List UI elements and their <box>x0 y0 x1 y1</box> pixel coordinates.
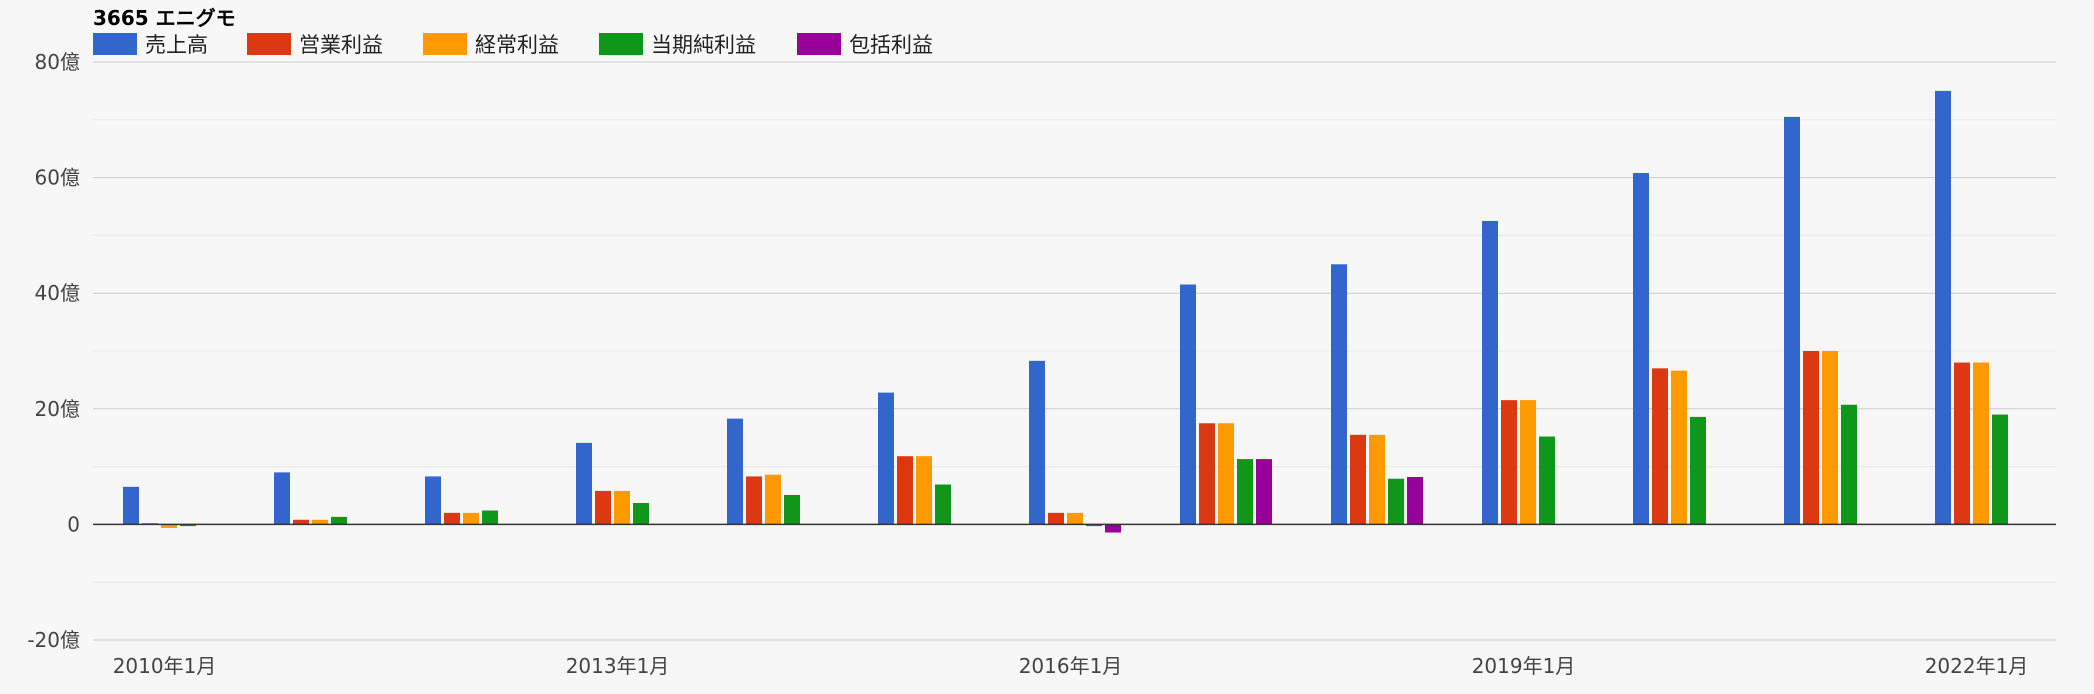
x-tick-label: 2010年1月 <box>113 654 217 678</box>
bar <box>463 512 479 525</box>
bar <box>1520 400 1536 525</box>
x-tick-label: 2019年1月 <box>1472 654 1576 678</box>
bar <box>1822 351 1838 525</box>
bar <box>1841 404 1857 525</box>
legend-label: 売上高 <box>145 33 208 57</box>
bar <box>1256 459 1272 525</box>
bar <box>916 456 932 525</box>
legend-label: 当期純利益 <box>651 33 756 57</box>
legend-label: 包括利益 <box>849 33 933 57</box>
bar <box>180 524 196 527</box>
legend-swatch <box>93 33 137 55</box>
legend-swatch <box>423 33 467 55</box>
chart-title: 3665 エニグモ <box>93 6 236 30</box>
legend: 売上高 営業利益 経常利益 当期純利益 包括利益 <box>93 33 933 57</box>
bar <box>1086 524 1102 527</box>
bar <box>161 524 177 528</box>
bar <box>1803 351 1819 525</box>
y-tick-label: 80億 <box>35 50 80 74</box>
bar <box>1029 360 1045 525</box>
x-tick-label: 2022年1月 <box>1925 654 2029 678</box>
bar <box>1671 370 1687 525</box>
bar <box>1199 423 1215 525</box>
bar <box>1105 524 1121 533</box>
bar <box>1501 400 1517 525</box>
legend-swatch <box>797 33 841 55</box>
bar <box>1180 284 1196 525</box>
bar <box>935 484 951 525</box>
axes: 80億 60億 40億 20億 0 -20億 2010年1月 2013年1月 2016年1月 20… <box>27 50 2056 678</box>
bar <box>274 472 290 525</box>
bar <box>1369 434 1385 525</box>
grid-lines <box>93 61 2056 641</box>
bar <box>1954 362 1970 525</box>
bar <box>1407 477 1423 525</box>
bar <box>1350 434 1366 525</box>
y-tick-label: 40億 <box>35 281 80 305</box>
bar <box>1633 172 1649 525</box>
bar <box>765 474 781 525</box>
bar <box>1482 220 1498 525</box>
bar <box>482 510 498 525</box>
bar <box>331 516 347 525</box>
bar <box>727 418 743 525</box>
y-tick-label: 60億 <box>35 166 80 190</box>
bar <box>1784 116 1800 525</box>
bar <box>897 456 913 525</box>
bar <box>444 512 460 525</box>
bar <box>123 486 139 525</box>
legend-label: 経常利益 <box>475 33 559 57</box>
bar <box>746 476 762 525</box>
bar <box>1218 423 1234 525</box>
bar <box>595 490 611 525</box>
bar <box>878 392 894 525</box>
bar <box>1539 436 1555 525</box>
y-tick-label: 0 <box>67 512 80 536</box>
bar <box>1992 414 2008 525</box>
bar <box>425 476 441 525</box>
legend-swatch <box>247 33 291 55</box>
bar <box>1973 362 1989 525</box>
x-tick-label: 2013年1月 <box>566 654 670 678</box>
bar <box>1690 416 1706 525</box>
x-tick-label: 2016年1月 <box>1019 654 1123 678</box>
bar <box>312 519 328 525</box>
bar <box>633 503 649 525</box>
bar <box>1048 512 1064 525</box>
y-tick-label: 20億 <box>35 397 80 421</box>
bar <box>1067 512 1083 525</box>
bar <box>293 519 309 525</box>
bars <box>123 90 2008 533</box>
bar <box>576 442 592 525</box>
bar <box>1652 368 1668 525</box>
bar <box>614 490 630 525</box>
legend-swatch <box>599 33 643 55</box>
legend-label: 営業利益 <box>299 33 383 57</box>
bar <box>784 494 800 525</box>
y-tick-label: -20億 <box>27 628 80 652</box>
bar <box>1237 459 1253 525</box>
bar <box>1935 90 1951 525</box>
bar <box>1331 264 1347 525</box>
bar <box>1388 478 1404 525</box>
